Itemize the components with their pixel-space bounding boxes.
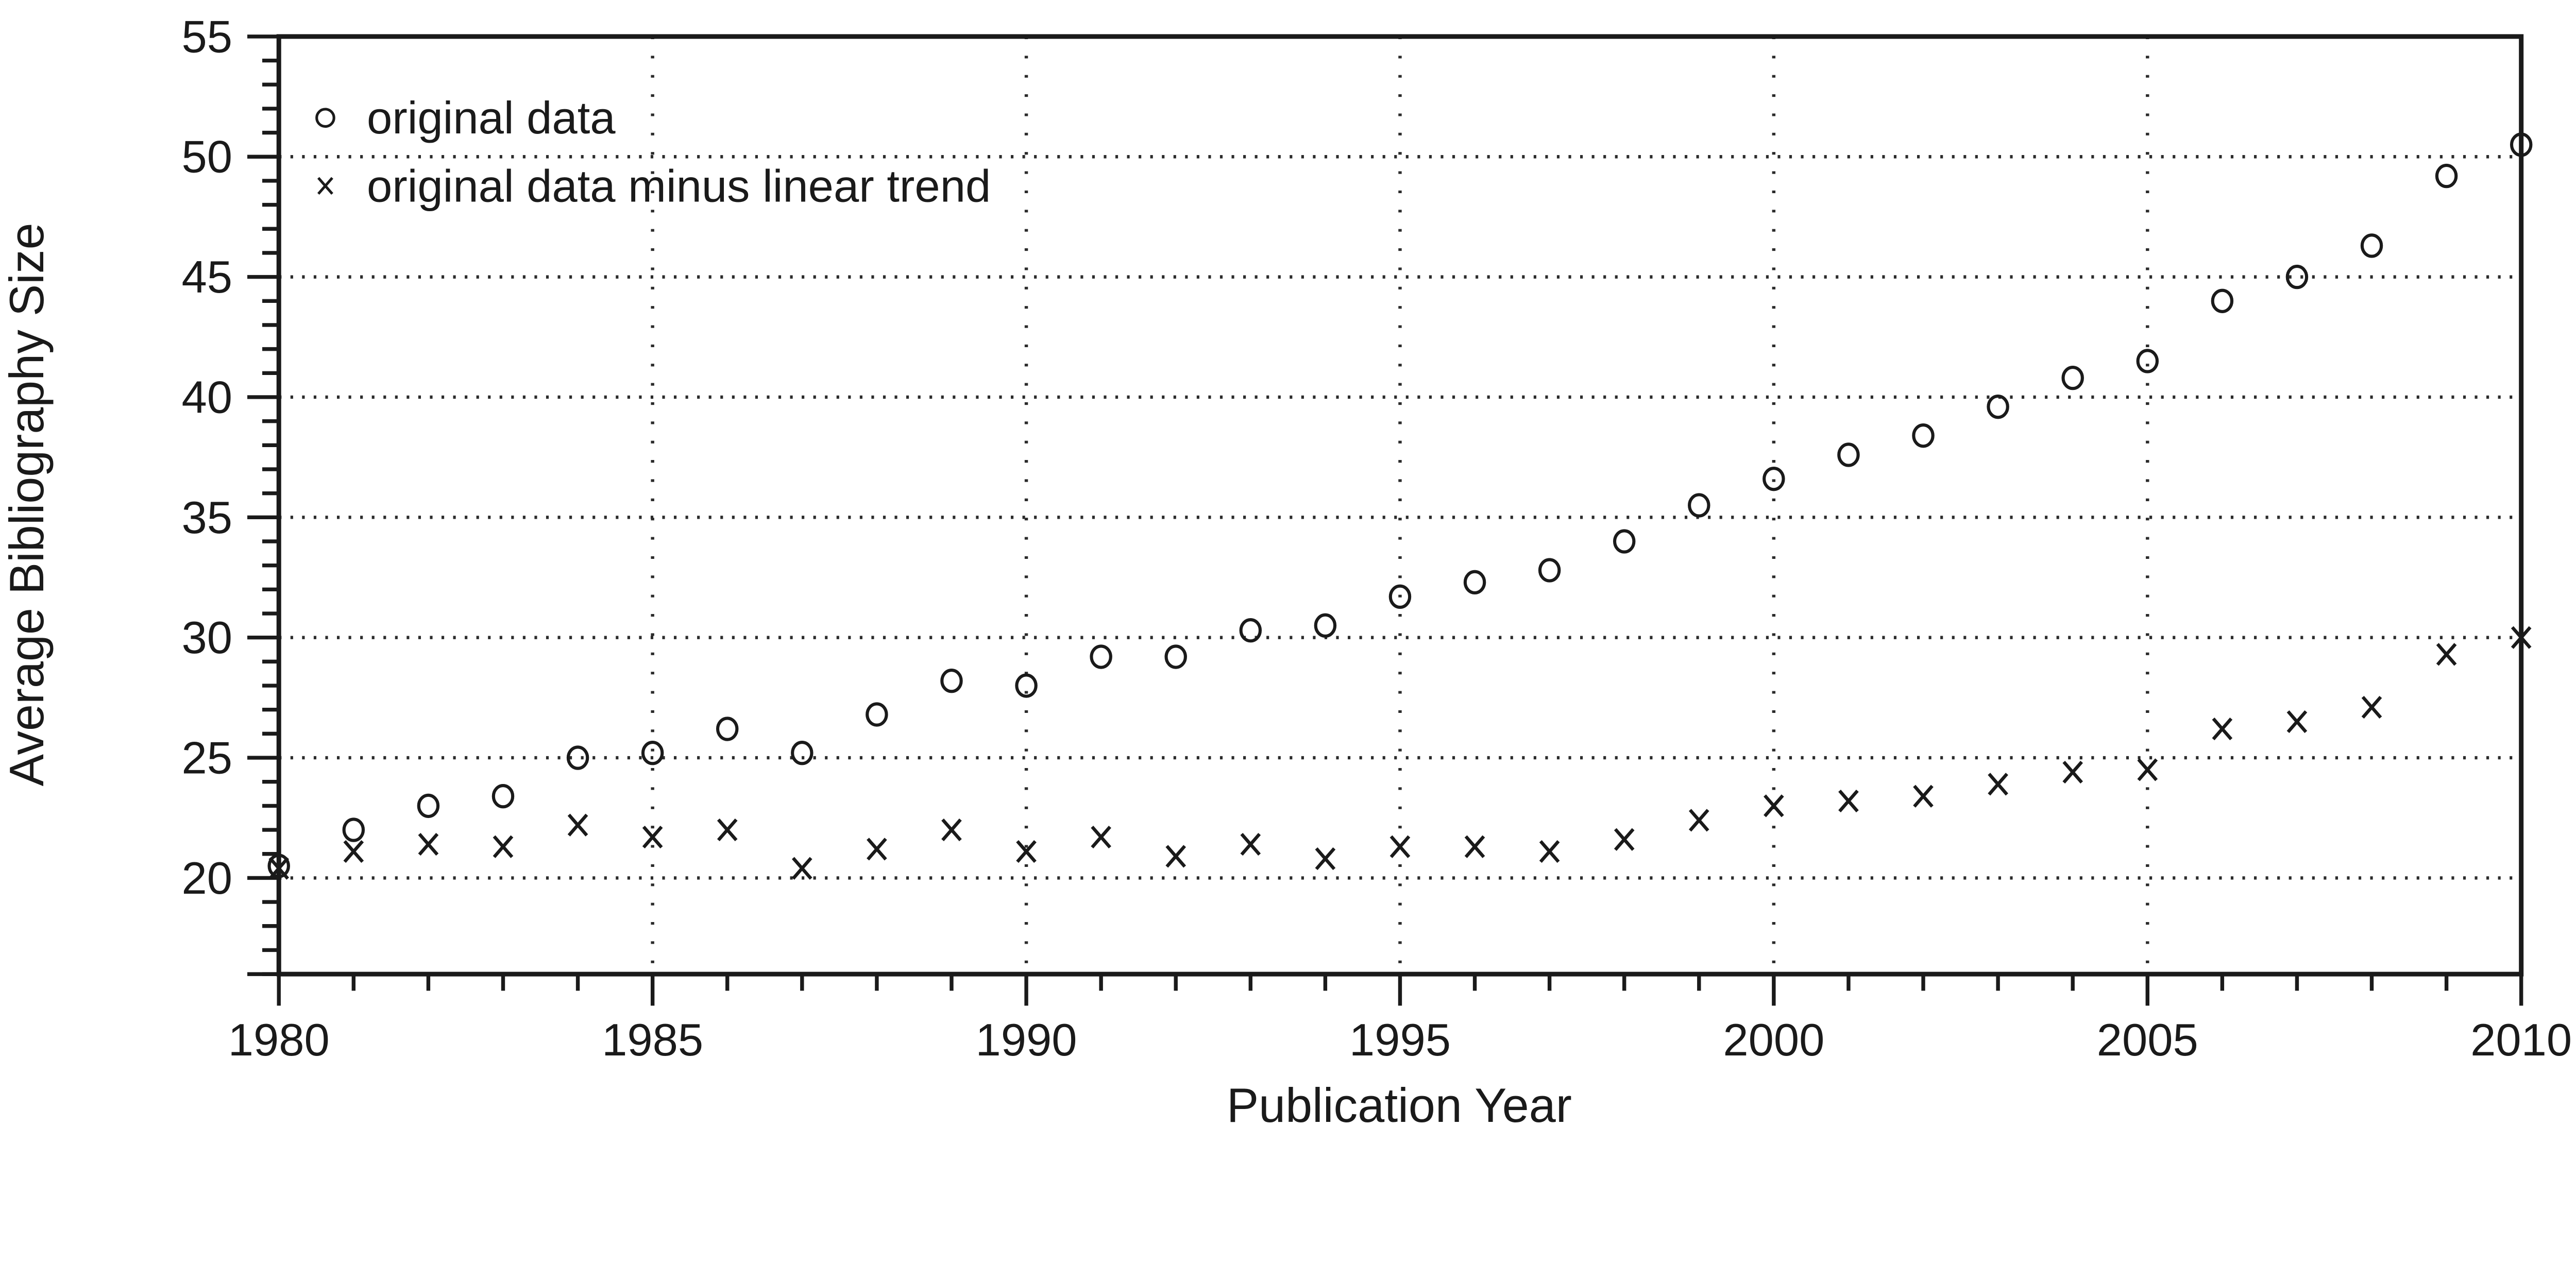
data-point-x [1091,825,1111,849]
data-point-circle [1538,558,1561,583]
data-point-circle [1239,618,1262,643]
data-point-x [2212,717,2233,741]
data-point-circle [1388,584,1412,609]
legend-circle-marker-icon [315,108,335,128]
data-point-x [2137,758,2158,781]
axis-ticks [247,35,2523,1006]
data-point-x [2062,760,2083,784]
y-tick-label: 30 [182,612,233,663]
data-point-circle [1912,423,1935,448]
legend-label: original data minus linear trend [367,160,991,211]
data-point-x [1614,828,1635,851]
data-point-circle [566,745,589,770]
data-point-x [2361,695,2382,719]
data-point-circle [417,793,440,818]
data-point-x [1389,835,1411,858]
data-point-x [642,825,663,849]
legend-item-original-data: original data [315,92,616,143]
data-point-x [1165,845,1187,868]
data-point-circle [2136,349,2159,373]
data-point-x [1838,789,1859,813]
y-tick-label: 35 [182,492,233,543]
plot-border [276,34,2524,977]
y-tick-label: 50 [182,131,233,182]
data-point-x [1688,809,1709,832]
data-point-x [343,840,364,863]
data-point-circle [1762,466,1785,491]
x-tick-label: 1990 [976,1014,1077,1065]
legend-label: original data [367,92,616,143]
data-point-circle [866,702,888,727]
data-point-circle [791,741,814,765]
data-point-circle [2211,288,2234,313]
data-series [267,132,2533,880]
y-tick-label: 20 [182,852,233,903]
legend: original data original data minus linear… [315,92,991,211]
data-point-x [867,838,887,861]
data-point-x [493,835,514,858]
y-axis-title: Average Bibliography Size [0,223,54,786]
data-point-circle [1164,644,1187,669]
data-point-circle [1463,570,1486,595]
data-point-x [2286,710,2308,734]
data-point-x [1240,832,1261,856]
x-tick-label: 1985 [602,1014,703,1065]
data-point-x [2436,643,2457,666]
data-point-x [791,857,812,880]
data-point-circle [1015,673,1038,698]
series-circle [267,132,2533,878]
x-tick-label: 2010 [2470,1014,2572,1065]
data-point-circle [2285,264,2309,289]
y-tick-label: 40 [182,371,233,422]
data-point-x [1988,773,2008,796]
x-tick-label: 1980 [228,1014,330,1065]
data-point-circle [1837,442,1860,467]
data-point-circle [492,784,515,809]
data-point-x [1913,785,1934,808]
y-tick-label: 55 [182,11,233,62]
figure: 20 25 30 35 40 45 50 55 1980 1985 1990 1995 2000 2005… [0,11,2572,1132]
data-point-circle [2061,365,2084,390]
data-point-x [941,818,962,842]
x-axis-title: Publication Year [1227,1078,1572,1132]
data-point-circle [342,817,365,842]
y-tick-label: 25 [182,732,233,783]
legend-item-minus-linear-trend: original data minus linear trend [317,160,991,211]
data-point-circle [641,741,664,765]
x-tick-label: 1995 [1349,1014,1451,1065]
legend-x-marker-icon [317,177,333,195]
y-tick-label: 45 [182,251,233,302]
data-point-x [1464,835,1485,858]
data-point-x [1016,840,1037,863]
data-point-circle [1314,613,1337,638]
x-tick-label: 2000 [1723,1014,1824,1065]
x-tick-label: 2005 [2097,1014,2198,1065]
data-point-x [567,813,588,837]
series-x [268,626,2532,880]
data-point-circle [1987,394,2009,419]
data-point-circle [716,717,739,741]
scatter-chart: 20 25 30 35 40 45 50 55 1980 1985 1990 1995 2000 2005… [0,11,2572,1132]
data-point-circle [940,669,963,693]
data-point-circle [1688,493,1710,518]
data-point-x [717,818,738,842]
data-point-circle [1090,644,1112,669]
data-point-x [1315,847,1336,871]
data-point-circle [2360,233,2383,258]
data-point-x [1764,794,1784,817]
data-point-x [418,832,439,856]
data-point-x [1539,840,1560,863]
data-point-circle [2435,163,2458,189]
tick-labels: 20 25 30 35 40 45 50 55 1980 1985 1990 1995 2000 2005… [182,11,2572,1065]
gridlines [279,36,2521,975]
data-point-circle [1613,529,1636,554]
